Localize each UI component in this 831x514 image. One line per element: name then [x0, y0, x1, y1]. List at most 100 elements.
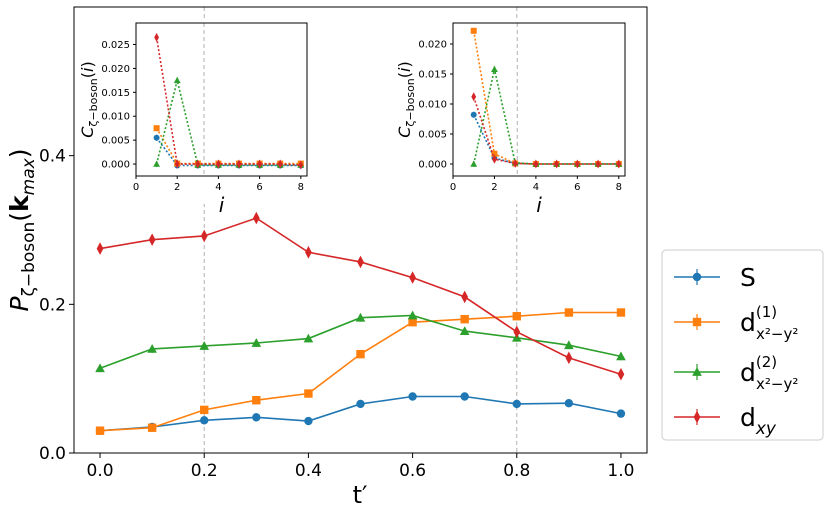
data-point: [408, 317, 417, 327]
y-tick-label: 0.010: [101, 112, 130, 123]
inset-y-axis-label: Cζ−boson(i): [395, 61, 417, 137]
legend-marker: [692, 272, 702, 282]
data-point: [409, 271, 416, 284]
data-point: [470, 160, 478, 167]
x-tick-label: 6: [256, 182, 262, 193]
data-point: [216, 159, 221, 169]
legend-label: d(2) x²−y²: [740, 353, 798, 393]
data-point: [356, 349, 365, 359]
data-point: [200, 229, 208, 243]
inset-y-axis-label: Cζ−boson(i): [78, 61, 100, 137]
y-tick-label: 0.020: [418, 40, 447, 51]
y-tick-label: 0.020: [101, 64, 130, 75]
data-point: [490, 65, 498, 72]
series-line: [99, 311, 621, 432]
y-tick-label: 0.4: [39, 147, 66, 167]
series-line: [472, 96, 619, 165]
data-point: [303, 333, 314, 343]
data-point: [153, 125, 160, 132]
series-line: [155, 127, 301, 165]
y-tick-label: 0.005: [418, 130, 447, 141]
x-tick-label: 4: [533, 182, 539, 193]
x-tick-label: 6: [574, 182, 580, 193]
data-point: [153, 160, 161, 167]
x-tick-label: 2: [174, 182, 180, 193]
data-point: [195, 159, 201, 169]
chart-panel-0: 0.0 0.2 0.4 0.6 0.8 1.0 0.0 0.2 0.4: [39, 6, 648, 481]
data-point: [533, 159, 539, 169]
data-point: [277, 159, 283, 169]
series-line: [99, 314, 622, 370]
data-point: [408, 392, 417, 401]
plot-frame: [452, 22, 626, 177]
legend-marker: [692, 317, 702, 327]
data-point: [461, 290, 469, 304]
y-tick-label: 0.000: [101, 160, 130, 171]
data-point: [200, 416, 209, 425]
data-point: [460, 315, 469, 324]
data-point: [95, 363, 105, 373]
x-tick-label: 8: [616, 182, 622, 193]
data-point: [565, 351, 573, 365]
legend-label: d(1) x²−y²: [740, 303, 798, 343]
data-point: [564, 340, 574, 350]
data-point: [471, 92, 477, 102]
data-point: [460, 392, 469, 401]
data-point: [616, 409, 626, 418]
inset-x-axis-label: i: [536, 193, 542, 217]
data-point: [305, 246, 312, 259]
inset-background: [78, 19, 313, 204]
data-point: [148, 233, 156, 246]
chart-panel-2: 0 2 4 6 8 0.000 0.005 0.010 0.015 0.020: [418, 22, 626, 193]
plot-frame: [135, 22, 308, 177]
data-point: [147, 344, 157, 353]
y-tick-label: 0.015: [101, 88, 130, 99]
legend-label: S: [740, 263, 756, 292]
data-point: [407, 310, 418, 320]
x-tick-label: 2: [491, 182, 497, 193]
data-point: [357, 255, 364, 269]
y-tick-label: 0.000: [418, 160, 447, 171]
data-point: [96, 242, 104, 255]
data-point: [564, 308, 574, 317]
data-point: [153, 134, 160, 141]
series-line: [155, 80, 301, 166]
chart-panel-1: 0 2 4 6 8 0.000 0.005 0.010 0.015 0.020 0.025: [101, 22, 308, 193]
legend: Sd(1) x²−y² d(2) x²−y² dxy: [661, 249, 824, 441]
legend-marker: [692, 367, 702, 376]
data-point: [470, 27, 477, 34]
data-point: [147, 423, 157, 432]
y-tick-label: 0.005: [101, 136, 130, 147]
y-tick-label: 0.015: [418, 70, 447, 81]
data-point: [459, 326, 470, 335]
y-axis-label: Pζ−boson(kmax): [5, 148, 39, 311]
data-point: [252, 396, 261, 405]
x-tick-label: 0.2: [191, 461, 218, 481]
data-point: [252, 211, 260, 225]
x-tick-label: 0: [133, 182, 139, 193]
data-point: [470, 111, 477, 118]
data-point: [512, 312, 521, 321]
data-point: [236, 159, 242, 169]
inset-x-axis-label: i: [219, 193, 225, 217]
data-point: [95, 426, 105, 435]
data-point: [616, 159, 622, 169]
data-point: [616, 351, 626, 361]
data-point: [491, 150, 498, 157]
data-point: [304, 389, 313, 398]
data-point: [554, 159, 560, 169]
y-tick-label: 0.010: [418, 100, 447, 111]
data-point: [200, 405, 209, 415]
x-axis-label: t′: [353, 481, 368, 509]
x-tick-label: 4: [215, 182, 221, 193]
y-tick-label: 0.025: [101, 40, 130, 51]
data-point: [252, 413, 261, 422]
data-point: [492, 154, 497, 164]
data-point: [251, 338, 262, 347]
data-point: [257, 159, 263, 169]
data-point: [512, 399, 521, 409]
data-point: [174, 159, 180, 169]
x-tick-label: 1.0: [607, 461, 634, 481]
data-point: [616, 308, 626, 317]
